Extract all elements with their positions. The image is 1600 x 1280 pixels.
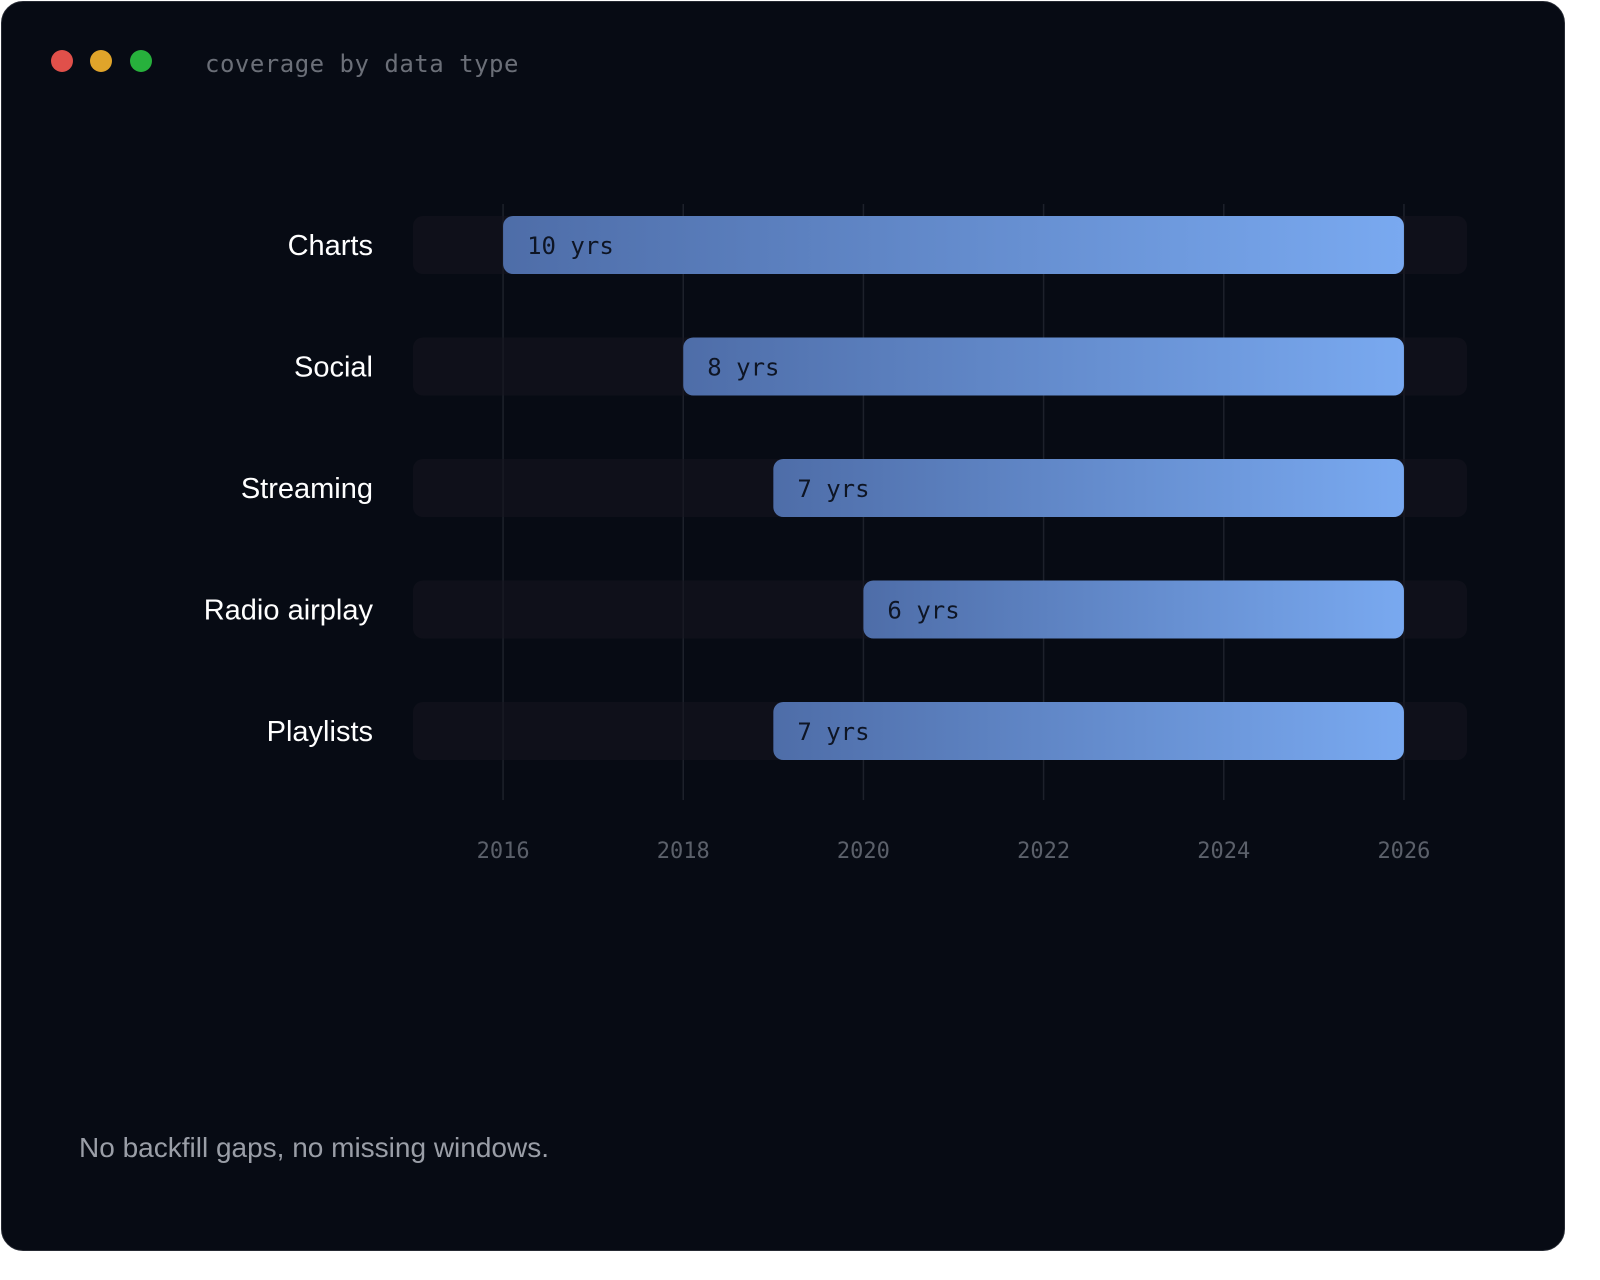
coverage-bar <box>773 459 1404 517</box>
coverage-bar <box>683 337 1404 396</box>
coverage-bar <box>773 702 1404 760</box>
category-label: Playlists <box>267 716 373 748</box>
coverage-bar <box>503 216 1404 274</box>
bar-value-label: 10 yrs <box>527 232 614 260</box>
maximize-button[interactable] <box>130 50 152 72</box>
bar-value-label: 8 yrs <box>707 354 779 382</box>
bar-value-label: 7 yrs <box>797 718 869 746</box>
category-label: Charts <box>288 230 373 262</box>
category-label: Radio airplay <box>204 595 374 627</box>
category-label: Social <box>294 352 373 384</box>
footer-note: No backfill gaps, no missing windows. <box>79 1132 549 1163</box>
coverage-bar <box>863 580 1404 639</box>
title-bar: coverage by data type <box>2 2 1564 122</box>
x-tick-label: 2018 <box>657 839 710 864</box>
x-tick-label: 2020 <box>837 839 890 864</box>
category-label: Streaming <box>241 473 373 505</box>
bar-value-label: 7 yrs <box>797 475 869 503</box>
x-tick-label: 2024 <box>1197 839 1250 864</box>
bar-value-label: 6 yrs <box>887 597 959 625</box>
coverage-chart: 2016 2018 2020 2022 2024 2026 10 yrs Charts 8 yr… <box>204 204 1467 864</box>
x-tick-label: 2016 <box>477 839 530 864</box>
bars <box>503 216 1404 760</box>
labels: 2016 2018 2020 2022 2024 2026 10 yrs Charts 8 yr… <box>204 230 1431 864</box>
window-title: coverage by data type <box>205 50 519 78</box>
minimize-button[interactable] <box>90 50 112 72</box>
x-tick-label: 2022 <box>1017 839 1070 864</box>
close-button[interactable] <box>51 50 73 72</box>
x-tick-label: 2026 <box>1377 839 1430 864</box>
chart-window: coverage by data type 2016 2018 2020 2022 20… <box>1 1 1565 1251</box>
